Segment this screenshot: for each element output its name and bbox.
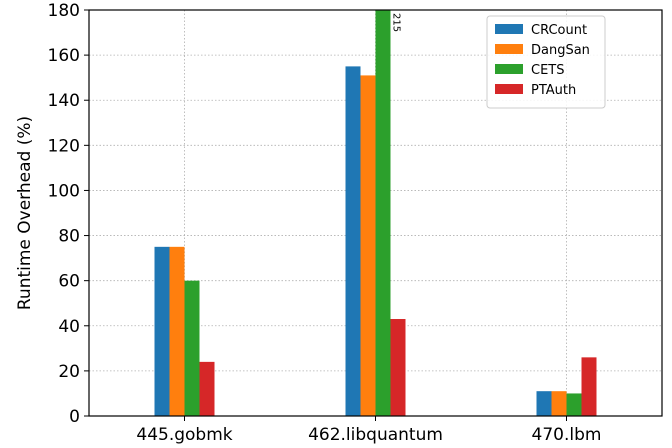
- bar-value-annotation: 215: [391, 13, 402, 32]
- legend-swatch-crcount: [495, 24, 523, 34]
- y-ticks: 0 20 40 60 80 100 120 140 160 180: [48, 1, 89, 427]
- y-tick-label: 0: [69, 407, 80, 427]
- bar-cets: [375, 10, 391, 416]
- bar-cets: [566, 393, 582, 416]
- bar-ptauth: [581, 357, 597, 416]
- y-tick-label: 40: [58, 317, 80, 337]
- x-ticks: 445.gobmk 462.libquantum 470.lbm: [136, 416, 601, 445]
- x-tick-label: 470.lbm: [532, 425, 602, 445]
- bar-dangsan: [551, 391, 567, 416]
- bar-crcount: [345, 66, 361, 416]
- y-axis-label: Runtime Overhead (%): [15, 116, 35, 310]
- x-tick-label: 462.libquantum: [308, 425, 443, 445]
- legend-swatch-cets: [495, 64, 523, 74]
- legend: CRCount DangSan CETS PTAuth: [486, 15, 606, 109]
- bars: [154, 10, 597, 417]
- bar-dangsan: [169, 246, 185, 416]
- y-tick-label: 160: [48, 46, 80, 66]
- y-tick-label: 60: [58, 272, 80, 292]
- x-tick-label: 445.gobmk: [136, 425, 232, 445]
- legend-label-ptauth: PTAuth: [531, 83, 576, 98]
- bar-ptauth: [390, 319, 406, 416]
- bar-cets: [184, 280, 200, 416]
- legend-swatch-ptauth: [495, 84, 523, 94]
- legend-label-crcount: CRCount: [531, 23, 587, 38]
- y-tick-label: 140: [48, 91, 80, 111]
- legend-label-cets: CETS: [531, 63, 564, 78]
- legend-swatch-dangsan: [495, 44, 523, 54]
- bar-dangsan: [360, 75, 376, 417]
- legend-label-dangsan: DangSan: [531, 43, 590, 58]
- y-tick-label: 120: [48, 136, 80, 156]
- bar-crcount: [536, 391, 552, 416]
- annotations: 215: [391, 13, 402, 32]
- y-tick-label: 100: [48, 181, 80, 201]
- y-tick-label: 20: [58, 362, 80, 382]
- bar-crcount: [154, 246, 170, 416]
- bar-ptauth: [199, 361, 215, 416]
- y-tick-label: 180: [48, 1, 80, 21]
- y-tick-label: 80: [58, 227, 80, 247]
